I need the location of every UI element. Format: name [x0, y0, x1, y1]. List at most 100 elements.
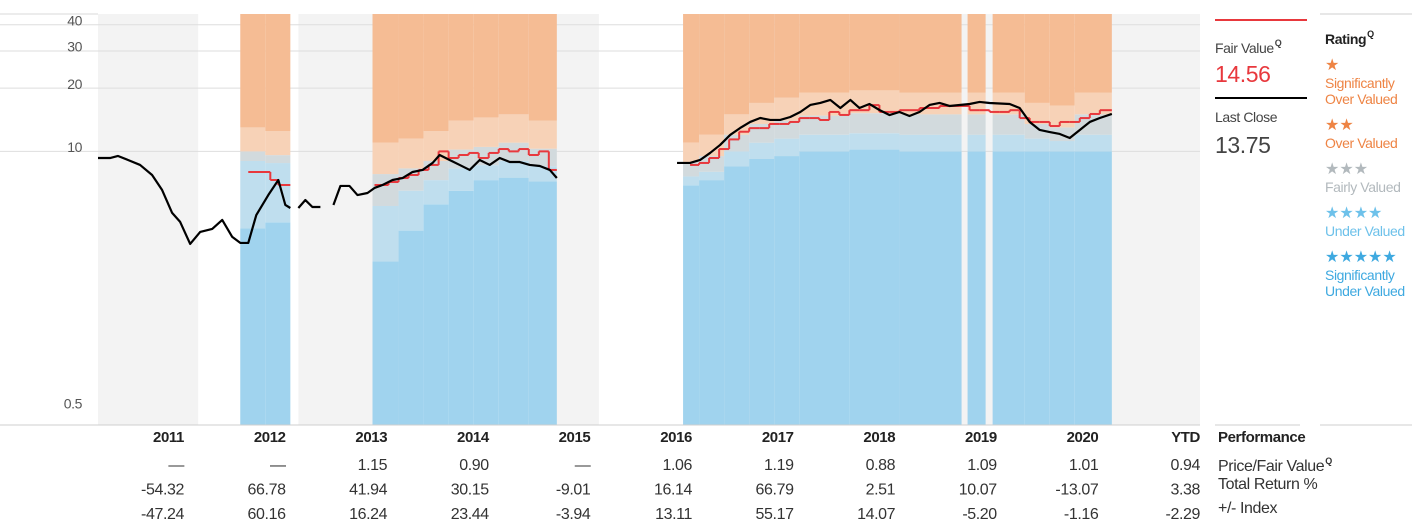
rating-band [498, 14, 529, 115]
quant-mark: Q [1367, 29, 1374, 39]
table-cell: 23.44 [451, 506, 490, 523]
table-cell: 1.19 [764, 457, 794, 474]
y-tick-label: 30 [67, 39, 82, 55]
rating-band [749, 123, 775, 143]
rating-band [992, 14, 1025, 93]
rating-legend: RatingQ ★ Significantly Over Valued ★★ Over… [1325, 14, 1412, 299]
rating-band [240, 228, 266, 425]
rating-band [473, 14, 499, 118]
fair-value-swatch [1215, 19, 1307, 21]
rating-band [528, 148, 557, 167]
rating-band [774, 120, 800, 139]
rating-band [448, 120, 474, 150]
rating-band [498, 177, 529, 425]
rating-stars: ★★★ [1325, 161, 1369, 178]
table-cell: -5.20 [962, 506, 997, 523]
rating-band [849, 149, 900, 425]
column-header: 2015 [559, 429, 591, 446]
performance-title: Performance [1218, 429, 1306, 446]
rating-band [473, 165, 499, 181]
rating-band [967, 14, 986, 93]
rating-band [398, 14, 424, 139]
rating-label: Fairly Valued [1325, 179, 1401, 195]
rating-band [265, 14, 291, 131]
table-cell: 0.88 [866, 457, 896, 474]
rating-band [724, 114, 750, 135]
rating-band [683, 185, 700, 425]
y-tick-label: 0.5 [64, 396, 83, 412]
rating-band [448, 168, 474, 191]
rating-band [992, 134, 1025, 152]
row-label-text: +/- Index [1218, 500, 1278, 517]
rating-band [528, 120, 557, 149]
rating-band [1074, 92, 1112, 115]
rating-title-text: Rating [1325, 31, 1367, 47]
rating-stars: ★ [1325, 57, 1340, 74]
rating-band [899, 92, 962, 115]
y-tick-label: 10 [67, 139, 82, 155]
rating-band [724, 14, 750, 115]
last-close: 13.75 [1215, 132, 1271, 158]
table-cell: -13.07 [1055, 482, 1098, 499]
row-label: +/- Index [1218, 497, 1332, 521]
rating-band [992, 114, 1025, 135]
table-cell: 0.90 [459, 457, 489, 474]
column-header: 2020 [1067, 429, 1099, 446]
rating-band [473, 180, 499, 425]
rating-band [423, 180, 449, 205]
price-line [98, 98, 1113, 246]
rating-band [849, 113, 900, 134]
price-legend: Fair ValueQ 14.56 Last Close 13.75 [1215, 14, 1307, 159]
column-header: 2018 [863, 429, 895, 446]
table-cell: 60.16 [248, 506, 287, 523]
table-cell: -3.94 [556, 506, 591, 523]
rating-stars: ★★★★ [1325, 205, 1383, 222]
row-label: Total Return % [1218, 473, 1332, 497]
table-cell: -1.16 [1064, 506, 1099, 523]
rating-stars: ★★★★★ [1325, 249, 1397, 266]
rating-band [448, 14, 474, 121]
table-cell: 2.51 [866, 482, 896, 499]
rating-band [899, 151, 962, 425]
quant-mark: Q [1325, 456, 1332, 466]
table-cell: 66.78 [248, 482, 287, 499]
rating-band [473, 117, 499, 147]
rating-band [992, 151, 1025, 425]
rating-band [423, 14, 449, 131]
rating-stars: ★★ [1325, 117, 1354, 134]
column-header: 2019 [965, 429, 997, 446]
table-cell: 1.15 [358, 457, 388, 474]
column-header: 2014 [457, 429, 490, 446]
rating-band [799, 151, 850, 425]
y-tick-label: 20 [67, 76, 82, 92]
table-cell: 10.07 [959, 482, 998, 499]
rating-band [398, 168, 424, 191]
rating-band [1024, 123, 1050, 139]
rating-band [265, 222, 291, 425]
rating-label: Under Valued [1325, 223, 1405, 239]
table-cell: 16.14 [654, 482, 693, 499]
rating-band [1049, 105, 1075, 128]
rating-band [528, 181, 557, 425]
rating-band [799, 115, 850, 135]
row-label-text: Price/Fair Value [1218, 458, 1325, 475]
rating-band [528, 14, 557, 121]
column-header: 2013 [355, 429, 387, 446]
table-cell: — [168, 457, 184, 474]
rating-band [1074, 114, 1112, 135]
rating-band [240, 14, 266, 128]
table-cell: 55.17 [756, 506, 795, 523]
rating-band [774, 138, 800, 157]
legend: Fair ValueQ 14.56 Last Close 13.75 Ratin… [1215, 14, 1412, 424]
rating-band [749, 142, 775, 159]
rating-band [749, 14, 775, 103]
rating-band [1049, 141, 1075, 152]
rating-band [398, 138, 424, 169]
table-cell: 66.79 [756, 482, 795, 499]
rating-band [699, 134, 725, 157]
table-cell: 30.15 [451, 482, 490, 499]
table-cell: -47.24 [141, 506, 184, 523]
rating-band [699, 14, 725, 135]
table-cell: — [270, 457, 286, 474]
